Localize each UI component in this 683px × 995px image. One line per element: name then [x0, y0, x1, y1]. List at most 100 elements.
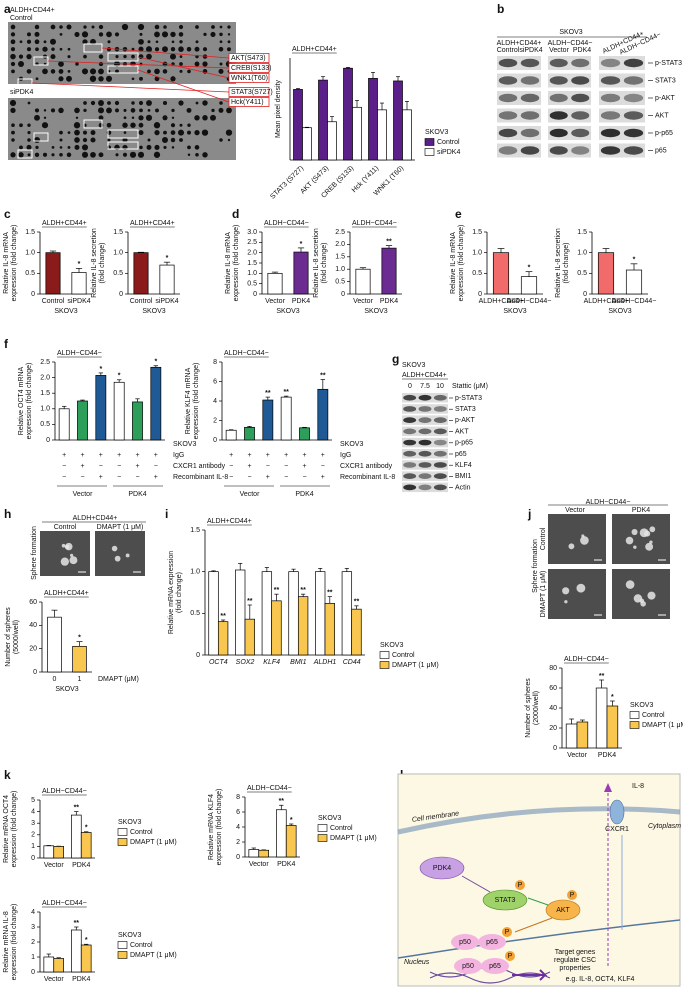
array-spot	[163, 101, 167, 105]
bar	[289, 572, 299, 655]
y-tick-label: 1.0	[577, 250, 587, 257]
bar	[71, 930, 81, 972]
array-spot	[66, 24, 71, 29]
bar	[294, 252, 308, 294]
y-tick-label: 0	[553, 745, 557, 752]
array-spot	[98, 76, 103, 81]
bar	[235, 570, 245, 655]
array-spot	[196, 40, 199, 43]
array-spot	[19, 145, 23, 149]
panel-letter: b	[497, 2, 504, 16]
array-spot	[44, 40, 47, 43]
blot-band	[624, 94, 643, 102]
chart-title: ALDH−CD44−	[42, 788, 87, 795]
column-label: Vector	[565, 507, 586, 514]
bar	[342, 572, 352, 655]
significance: *	[633, 257, 636, 264]
blot-band	[403, 417, 416, 423]
x-axis-label: SKOV3	[142, 308, 165, 315]
y-axis-label: expression (fold change)	[233, 225, 240, 302]
row-label: Sphere formation	[31, 526, 38, 580]
array-spot	[11, 39, 16, 44]
treatment-sign: +	[154, 452, 158, 459]
array-spot	[10, 54, 16, 60]
blot-band	[434, 462, 447, 468]
array-spot	[98, 68, 104, 74]
y-tick-label: 0	[31, 855, 35, 862]
legend-swatch	[318, 835, 327, 842]
x-axis-label: SKOV3	[608, 308, 631, 315]
y-tick-label: 4	[31, 909, 35, 916]
blot-band	[571, 111, 589, 119]
y-tick-label: 0	[119, 291, 123, 298]
sphere-image	[95, 531, 145, 576]
y-tick-label: 60	[549, 685, 557, 692]
protein-label: AKT	[655, 112, 669, 119]
blot-band	[550, 129, 568, 137]
treatment-sign: +	[266, 474, 270, 481]
protein-label: BMI1	[455, 473, 471, 480]
blot-band	[571, 76, 589, 84]
bar	[262, 572, 272, 655]
x-tick-label: Vector	[353, 298, 374, 305]
blot-band	[571, 129, 589, 137]
bar	[493, 253, 508, 294]
array-spot	[148, 40, 151, 43]
x-axis-label: SKOV3	[55, 686, 78, 693]
treatment-sign: +	[229, 452, 233, 459]
phospho-label: P	[518, 882, 523, 889]
array-spot	[187, 108, 192, 113]
legend-label: Control	[437, 139, 460, 146]
array-spot	[202, 100, 207, 105]
y-tick-label: 40	[549, 705, 557, 712]
treatment-sign: −	[266, 463, 270, 470]
blot-band	[403, 473, 416, 479]
y-tick-label: 4	[31, 808, 35, 815]
significance: *	[290, 817, 293, 824]
y-axis-label: expression (fold change)	[193, 363, 200, 440]
significance: **	[74, 804, 80, 811]
array-spot	[131, 101, 134, 104]
array-spot	[18, 152, 23, 157]
x-tick-label: PDK4	[277, 861, 295, 868]
treatment-sign: +	[99, 452, 103, 459]
blot-band	[601, 129, 620, 137]
y-tick-label: 0.5	[40, 421, 50, 428]
x-tick-label: OCT4	[209, 659, 228, 666]
bar	[134, 253, 148, 294]
y-tick-label: 1.5	[335, 254, 345, 261]
y-tick-label: 0.5	[335, 278, 345, 285]
array-spot	[83, 101, 87, 105]
blot-band	[499, 94, 517, 102]
array-spot	[147, 145, 152, 150]
y-axis-label: (fold change)	[321, 243, 328, 284]
array-spot	[203, 47, 207, 51]
array-spot	[155, 25, 160, 30]
array-spot	[44, 117, 46, 119]
array-spot	[187, 123, 190, 126]
legend-title: SKOV3	[425, 129, 448, 136]
array-spot	[202, 129, 208, 135]
legend-title: SKOV3	[118, 932, 141, 939]
sphere	[632, 529, 638, 535]
array-spot	[52, 146, 55, 149]
blot-band	[624, 59, 643, 67]
array-spot	[35, 25, 39, 29]
array-spot	[203, 33, 206, 36]
array-spot	[59, 153, 63, 157]
y-tick-label: 1.5	[577, 229, 587, 236]
y-axis-label: Relative IL-8 secretion	[555, 228, 562, 298]
blot-band	[419, 485, 432, 491]
array-spot	[27, 32, 31, 36]
array-spot	[219, 101, 223, 105]
blot-band	[521, 94, 539, 102]
y-tick-label: 8	[213, 359, 217, 366]
bar	[48, 617, 62, 672]
y-tick-label: 80	[549, 665, 557, 672]
array-spot	[59, 25, 63, 29]
array-spot	[35, 146, 38, 149]
y-axis-label: expression (fold change)	[458, 225, 465, 302]
y-tick-label: 1.5	[113, 229, 123, 236]
significance: *	[85, 825, 88, 832]
